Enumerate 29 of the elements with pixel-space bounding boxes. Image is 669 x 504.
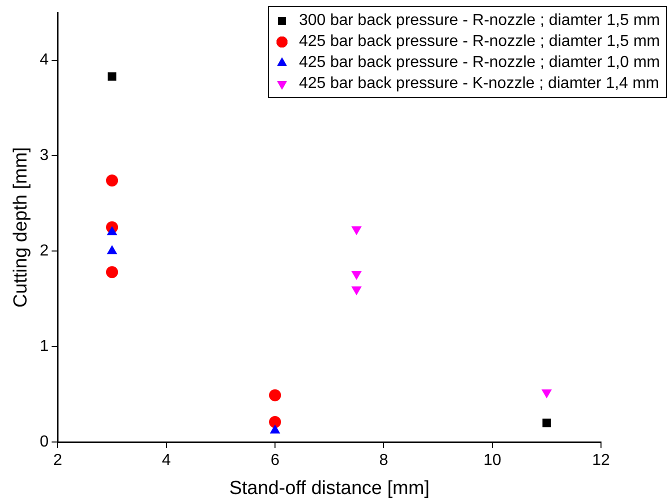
x-tick-label: 10	[483, 452, 502, 470]
point	[542, 418, 551, 428]
x-tick-label: 12	[592, 452, 610, 470]
y-tick-label: 3	[40, 147, 49, 164]
x-tick-label: 6	[270, 452, 280, 470]
y-axis-title: Cutting depth [mm]	[10, 147, 32, 308]
point	[106, 266, 118, 278]
point	[351, 226, 362, 236]
point	[108, 72, 116, 81]
legend-label: 425 bar back pressure - R-nozzle ; diamter 1,5 mm	[298, 32, 660, 50]
legend-label: 425 bar back pressure - K-nozzle ; diamter 1,4 mm	[298, 74, 660, 92]
y-tick-label: 4	[40, 52, 49, 69]
y-tick-label: 2	[40, 242, 49, 260]
legend-label: 300 bar back pressure - R-nozzle ; diamter 1,5 mm	[298, 12, 660, 30]
point	[270, 424, 280, 434]
point	[106, 245, 118, 254]
x-tick-label: 4	[162, 452, 171, 470]
point	[106, 174, 118, 187]
x-tick-label: 2	[53, 452, 62, 470]
y-tick-label: 1	[40, 338, 49, 355]
x-axis-title: Stand-off distance [mm]	[229, 478, 430, 499]
y-tick-label: 0	[40, 433, 49, 450]
point	[269, 389, 282, 402]
legend-label: 425 bar back pressure - R-nozzle ; diamter 1,0 mm	[298, 54, 660, 72]
point	[106, 226, 118, 236]
point	[351, 286, 362, 296]
point	[541, 389, 552, 398]
x-tick-label: 8	[379, 452, 388, 470]
point	[269, 416, 282, 428]
